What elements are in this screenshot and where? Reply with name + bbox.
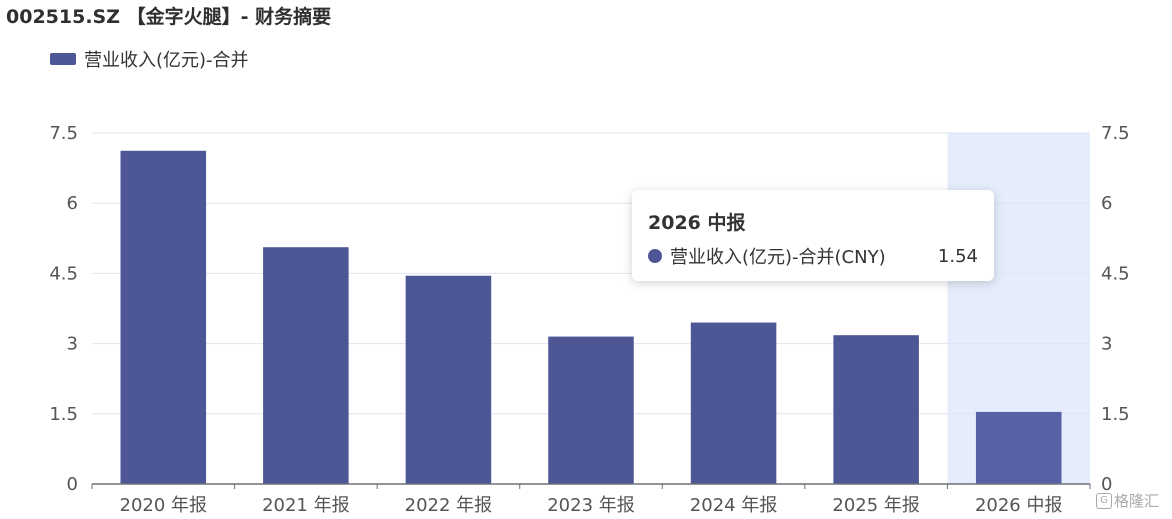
- y-tick-label-right: 6: [1101, 193, 1112, 214]
- tooltip-row: 营业收入(亿元)-合并(CNY) 1.54: [648, 243, 978, 269]
- legend-label: 营业收入(亿元)-合并: [84, 50, 249, 71]
- bar: [405, 275, 492, 484]
- page-title: 002515.SZ 【金字火腿】- 财务摘要: [6, 6, 332, 28]
- watermark-text: 格隆汇: [1114, 492, 1160, 510]
- x-tick-label: 2025 年报: [832, 495, 920, 516]
- x-tick-label: 2023 年报: [547, 495, 635, 516]
- x-tick-label: 2026 中报: [975, 495, 1063, 516]
- x-tick-label: 2022 年报: [405, 495, 493, 516]
- y-tick-label-left: 1.5: [49, 404, 78, 425]
- bar: [263, 247, 349, 484]
- legend[interactable]: 营业收入(亿元)-合并: [50, 46, 249, 72]
- bar: [548, 336, 634, 484]
- g-logo-icon: G: [1096, 492, 1112, 509]
- legend-swatch-icon: [50, 53, 76, 65]
- x-tick-label: 2020 年报: [120, 495, 208, 516]
- tooltip-title: 2026 中报: [648, 212, 746, 234]
- watermark: G 格隆汇: [1096, 490, 1159, 511]
- tooltip: 2026 中报 营业收入(亿元)-合并(CNY) 1.54: [632, 190, 994, 281]
- y-tick-label-right: 1.5: [1101, 404, 1130, 425]
- y-tick-label-right: 0: [1101, 474, 1112, 495]
- tooltip-series-label: 营业收入(亿元)-合并(CNY): [670, 247, 886, 268]
- bar: [975, 411, 1062, 484]
- y-tick-label-left: 3: [67, 334, 78, 355]
- x-tick-label: 2021 年报: [262, 495, 350, 516]
- bar: [690, 322, 777, 484]
- tooltip-value: 1.54: [937, 245, 978, 267]
- bar: [120, 150, 207, 484]
- bar: [833, 335, 919, 484]
- y-tick-label-left: 0: [67, 474, 78, 495]
- y-tick-label-right: 4.5: [1101, 263, 1130, 284]
- y-tick-label-left: 7.5: [49, 123, 78, 144]
- y-tick-label-right: 3: [1101, 334, 1112, 355]
- y-tick-label-left: 6: [67, 193, 78, 214]
- y-tick-label-right: 7.5: [1101, 123, 1130, 144]
- series-dot-icon: [648, 249, 662, 263]
- y-tick-label-left: 4.5: [49, 263, 78, 284]
- x-tick-label: 2024 年报: [690, 495, 778, 516]
